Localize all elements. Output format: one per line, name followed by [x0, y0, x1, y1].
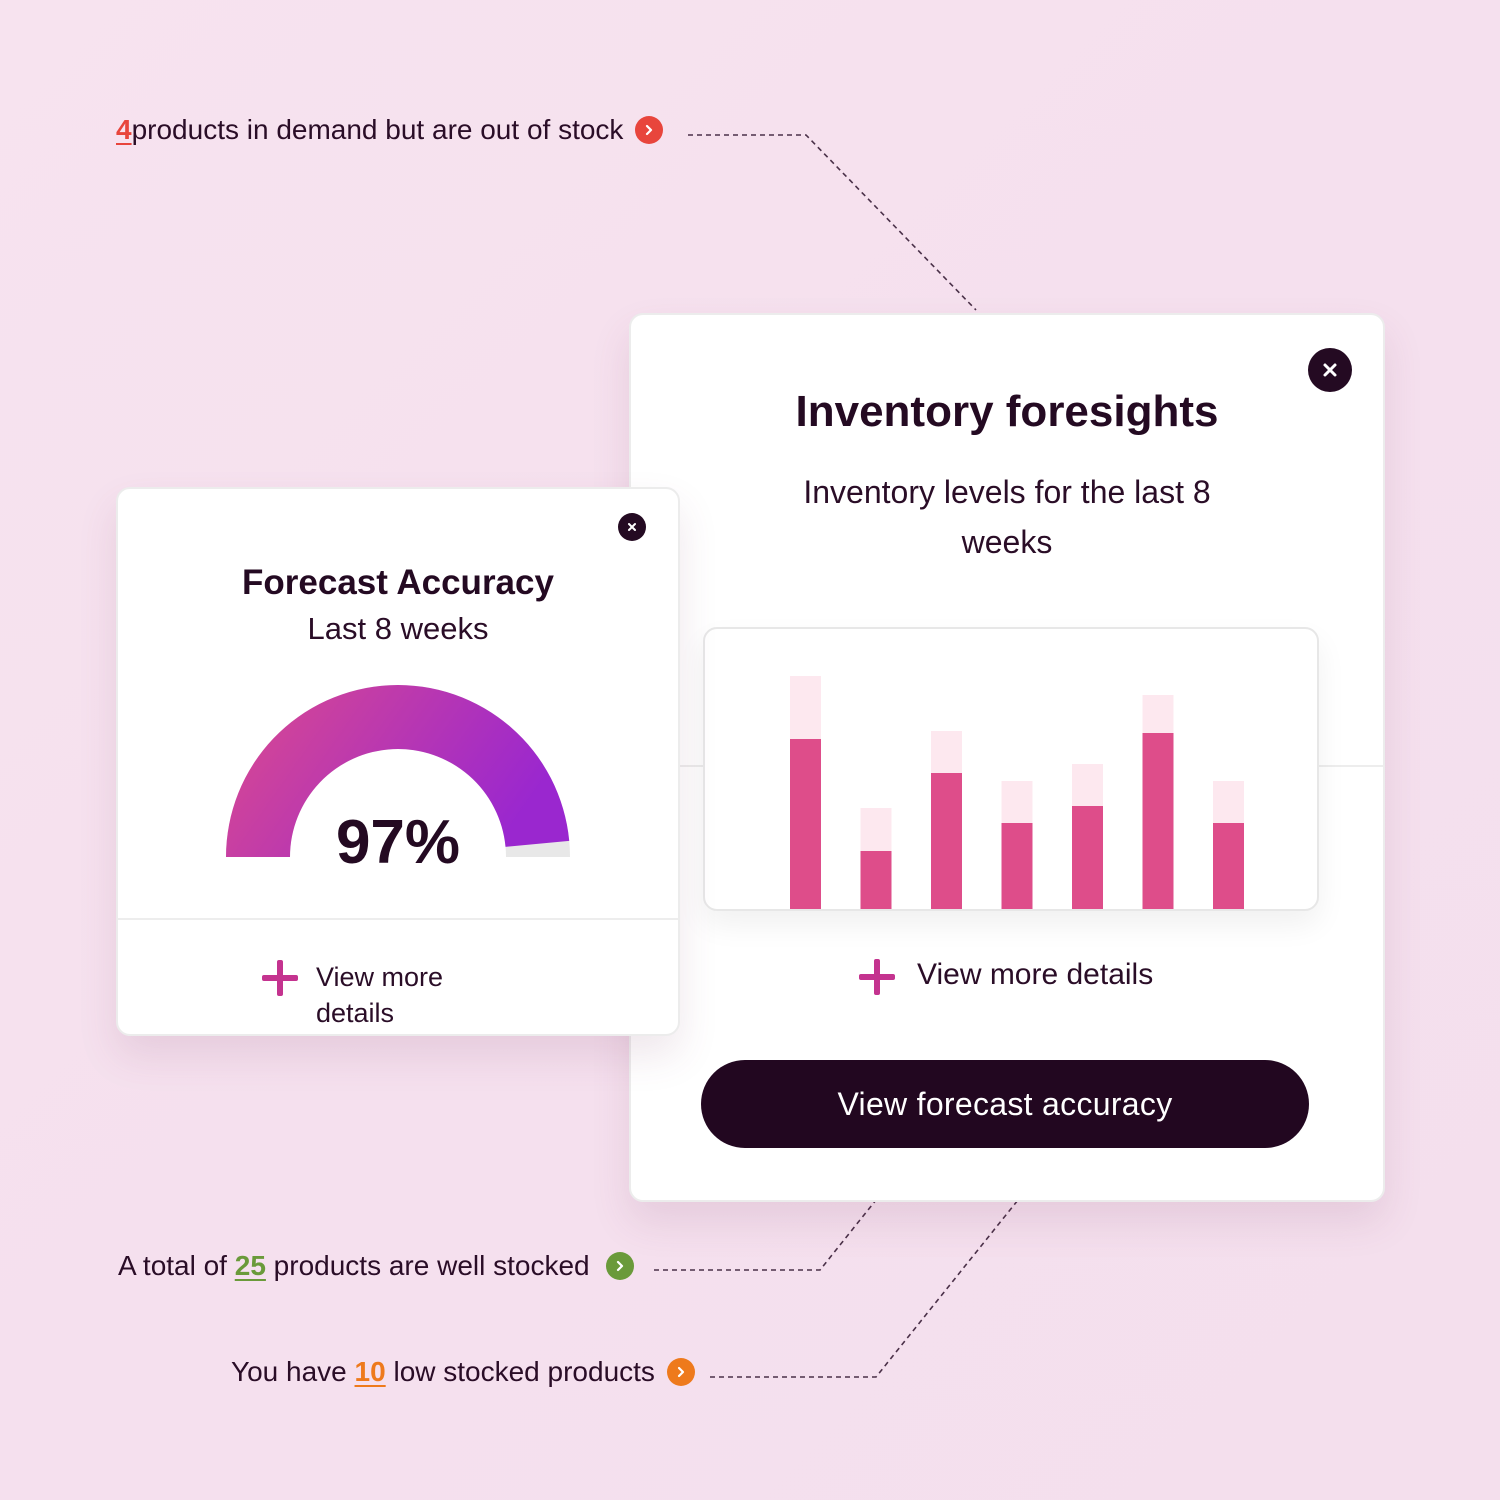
gauge-fill: [226, 685, 570, 857]
out-of-stock-text: products in demand but are out of stock: [131, 114, 624, 145]
low-stocked-callout: You have 10 low stocked products: [231, 1356, 695, 1388]
card-subtitle: Last 8 weeks: [307, 611, 489, 646]
card-subtitle: Inventory levels for the last 8 weeks: [803, 474, 1211, 560]
accuracy-value: 97%: [335, 808, 461, 877]
bar: [931, 773, 962, 909]
view-more-details-link[interactable]: View more details: [262, 959, 486, 1031]
divider: [1317, 765, 1383, 767]
low-stocked-text: low stocked products: [385, 1356, 655, 1387]
well-stocked-count[interactable]: 25: [234, 1250, 266, 1281]
forecast-accuracy-card: Forecast Accuracy Last 8 weeks 97% View …: [116, 487, 680, 1036]
bar: [1072, 806, 1103, 909]
inventory-bar-chart: [703, 627, 1319, 911]
plus-icon: [859, 959, 895, 995]
low-stocked-prefix: You have: [231, 1356, 355, 1387]
plus-icon: [262, 960, 298, 996]
view-more-details-link[interactable]: View more details: [859, 958, 1153, 995]
chevron-right-icon[interactable]: [635, 116, 664, 144]
bar: [860, 851, 892, 909]
bar-chart-svg: [790, 676, 1244, 909]
low-stocked-count[interactable]: 10: [354, 1356, 386, 1387]
well-stocked-prefix: A total of: [118, 1250, 235, 1281]
divider: [118, 918, 678, 920]
accuracy-gauge: [226, 685, 570, 857]
chevron-right-icon[interactable]: [666, 1358, 695, 1386]
out-of-stock-count[interactable]: 4: [116, 114, 132, 145]
chevron-right-icon[interactable]: [605, 1252, 634, 1280]
bar: [790, 739, 821, 909]
view-more-details-label: View more details: [316, 962, 444, 1028]
view-more-details-label: View more details: [917, 958, 1154, 991]
card-title: Forecast Accuracy: [242, 563, 554, 602]
close-icon[interactable]: [1308, 348, 1352, 392]
well-stocked-text: products are well stocked: [265, 1250, 590, 1281]
bar: [1213, 823, 1244, 909]
inventory-foresights-card: Inventory foresights Inventory levels fo…: [629, 313, 1385, 1202]
divider: [679, 765, 703, 767]
card-title: Inventory foresights: [795, 387, 1219, 436]
view-forecast-accuracy-button[interactable]: View forecast accuracy: [701, 1060, 1309, 1148]
bar: [1001, 823, 1033, 909]
close-icon[interactable]: [618, 513, 646, 541]
out-of-stock-callout: 4 products in demand but are out of stoc…: [116, 114, 664, 146]
well-stocked-callout: A total of 25 products are well stocked: [118, 1250, 634, 1282]
bar: [1142, 733, 1174, 909]
